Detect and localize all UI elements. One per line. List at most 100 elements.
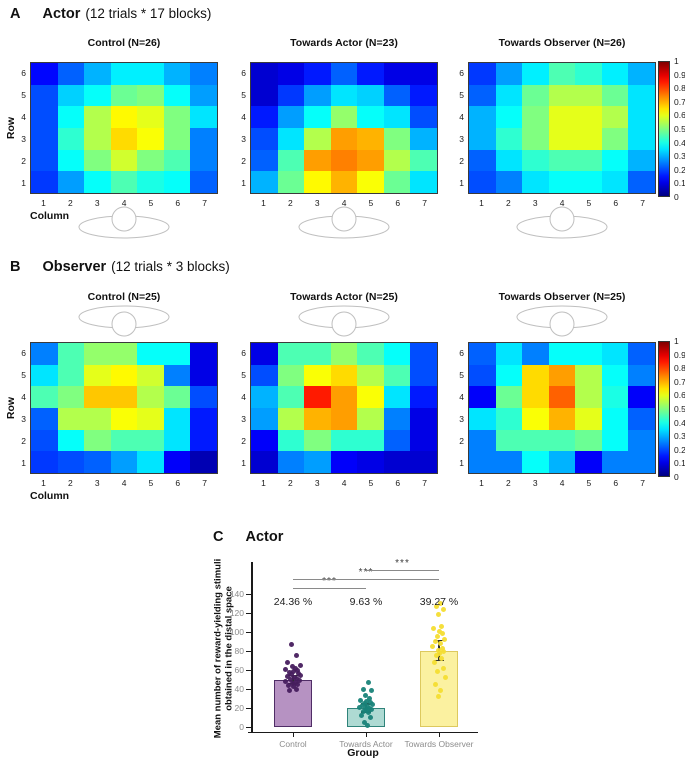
row-tick-label: 6 xyxy=(21,68,26,78)
column-tick-label: 7 xyxy=(640,478,645,488)
panel-c-letter: C xyxy=(213,529,224,545)
data-point xyxy=(437,640,443,646)
heatmap-cell xyxy=(410,429,437,452)
heatmap-cell xyxy=(469,63,496,85)
heatmap-cell xyxy=(110,106,138,128)
significance-stars: *** xyxy=(395,558,410,569)
row-tick-label: 3 xyxy=(241,134,246,144)
heatmap-cell xyxy=(304,451,331,473)
column-tick-label: 1 xyxy=(41,478,46,488)
heatmap-cell xyxy=(277,106,305,128)
data-point xyxy=(435,612,441,618)
person-top-view-icon xyxy=(74,298,174,347)
heatmap-cell xyxy=(522,84,549,107)
person-top-view-icon xyxy=(294,202,394,251)
data-point xyxy=(368,707,374,713)
colorbar-tick-label: 1 xyxy=(674,336,679,346)
row-tick-label: 2 xyxy=(459,436,464,446)
column-tick-label: 2 xyxy=(287,478,293,488)
heatmap-cell xyxy=(469,407,496,430)
heatmap-cell xyxy=(251,343,278,365)
heatmap-cell xyxy=(357,127,384,150)
column-tick-label: 4 xyxy=(341,198,347,208)
heatmap-cell xyxy=(251,84,278,107)
heatmap-cell xyxy=(628,127,655,150)
heatmap-cell xyxy=(190,127,217,150)
heatmap-b1 xyxy=(30,342,218,474)
heatmap-cell xyxy=(163,171,191,193)
data-point xyxy=(289,680,295,686)
row-tick-label: 3 xyxy=(459,414,464,424)
row-tick-label: 2 xyxy=(241,436,246,446)
row-tick-label: 5 xyxy=(459,370,464,380)
heatmap-cell xyxy=(575,171,602,193)
heatmap-cell xyxy=(190,171,217,193)
heatmap-cell xyxy=(304,106,331,128)
heatmap-cell xyxy=(383,106,411,128)
heatmap-title: Towards Actor (N=23) xyxy=(290,37,398,49)
heatmap-cell xyxy=(137,451,164,473)
heatmap-title: Towards Actor (N=25) xyxy=(290,291,398,303)
heatmap-cell xyxy=(84,84,111,107)
heatmap-b3 xyxy=(468,342,656,474)
data-point xyxy=(282,666,288,672)
heatmap-cell xyxy=(277,451,305,473)
row-tick-label: 1 xyxy=(459,458,464,468)
significance-stars: *** xyxy=(322,576,337,587)
colorbar-tick-label: 0.8 xyxy=(674,83,685,94)
data-point xyxy=(436,651,442,657)
panel-a-subtitle: (12 trials * 17 blocks) xyxy=(85,6,212,21)
heatmap-cell xyxy=(383,429,411,452)
heatmap-cell xyxy=(31,343,58,365)
heatmap-cell xyxy=(110,386,138,408)
heatmap-cell xyxy=(31,84,58,107)
heatmap-cell xyxy=(548,407,576,430)
heatmap-cell xyxy=(575,407,602,430)
heatmap-cell xyxy=(495,364,523,387)
data-point xyxy=(361,719,367,725)
column-tick-label: 6 xyxy=(175,478,181,488)
heatmap-cell xyxy=(330,429,358,452)
heatmap-cell xyxy=(548,171,576,193)
heatmap-cell xyxy=(522,171,549,193)
percent-label: 39.27 % xyxy=(419,596,459,608)
heatmap-cell xyxy=(190,106,217,128)
panel-c-title: Actor xyxy=(245,529,284,545)
heatmap-cell xyxy=(469,429,496,452)
heatmap-cell xyxy=(84,343,111,365)
heatmap-cell xyxy=(330,127,358,150)
colorbar-tick-label: 0.5 xyxy=(674,404,685,414)
data-point xyxy=(439,645,445,651)
panel-a-header: A Actor (12 trials * 17 blocks) xyxy=(10,6,211,22)
data-point xyxy=(290,683,296,689)
data-point xyxy=(290,669,296,675)
x-axis-label: Group xyxy=(347,747,379,759)
heatmap-cell xyxy=(277,63,305,85)
heatmap-cell xyxy=(357,364,384,387)
heatmap-cell xyxy=(575,343,602,365)
row-tick-label: 1 xyxy=(241,458,246,468)
heatmap-cell xyxy=(601,63,629,85)
heatmap-cell xyxy=(304,127,331,150)
heatmap-cell xyxy=(410,364,437,387)
heatmap-cell xyxy=(31,63,58,85)
colorbar-tick-label: 0.2 xyxy=(674,164,685,175)
data-point xyxy=(433,603,439,609)
column-tick-label: 5 xyxy=(586,478,592,488)
panel-a-letter: A xyxy=(10,6,21,22)
column-tick-label: 7 xyxy=(640,198,645,208)
heatmap-cell xyxy=(469,84,496,107)
data-point xyxy=(294,667,300,673)
heatmap-cell xyxy=(575,127,602,150)
heatmap-cell xyxy=(628,451,655,473)
data-point xyxy=(297,673,303,679)
data-point xyxy=(431,659,437,665)
data-point xyxy=(435,694,441,700)
data-point xyxy=(442,675,448,681)
heatmap-cell xyxy=(304,149,331,172)
heatmap-cell xyxy=(410,171,437,193)
heatmap-cell xyxy=(495,127,523,150)
column-tick-label: 6 xyxy=(395,478,401,488)
heatmap-cell xyxy=(628,171,655,193)
row-tick-label: 3 xyxy=(21,134,26,144)
